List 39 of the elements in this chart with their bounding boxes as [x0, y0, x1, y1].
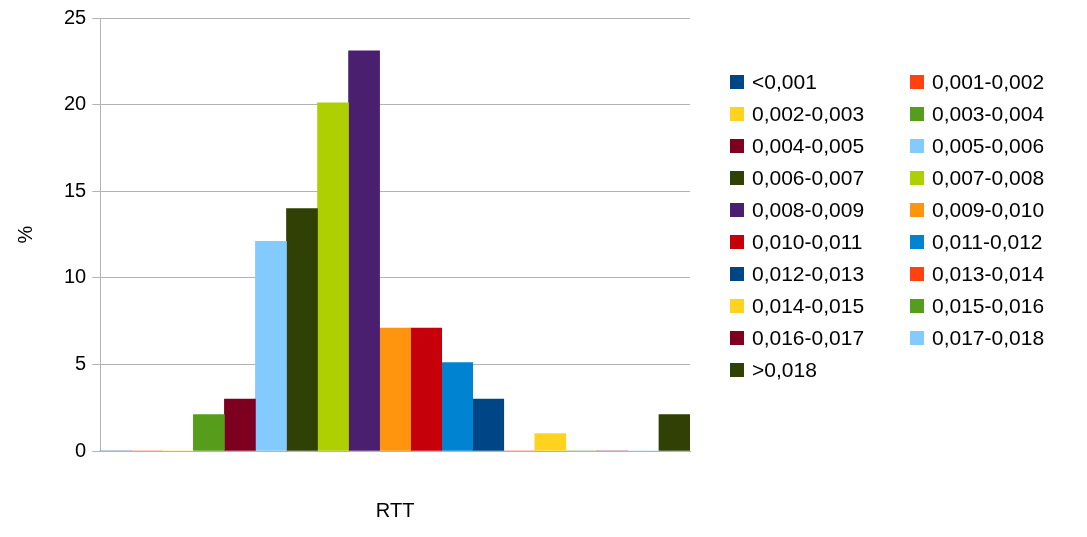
legend-label: 0,002-0,003: [752, 102, 865, 126]
legend-label: 0,012-0,013: [752, 262, 865, 286]
bar: [317, 102, 349, 451]
legend-label: 0,010-0,011: [752, 230, 863, 254]
y-tick-label: 0: [75, 438, 87, 461]
y-tick-label: 10: [64, 265, 87, 288]
y-tick-label: 15: [64, 178, 87, 201]
bar: [410, 327, 443, 451]
y-tick-label: 25: [64, 5, 87, 28]
legend-label: 0,016-0,017: [752, 326, 865, 350]
bar: [348, 50, 380, 451]
legend-label: 0,015-0,016: [932, 294, 1045, 318]
legend-label: 0,014-0,015: [752, 294, 865, 318]
legend-label: 0,008-0,009: [752, 198, 865, 222]
legend-label: 0,003-0,004: [932, 102, 1045, 126]
y-axis-title: %: [13, 225, 36, 244]
y-tick-label: 20: [64, 92, 87, 115]
legend-label: 0,006-0,007: [752, 166, 865, 190]
legend-label: 0,013-0,014: [932, 262, 1045, 286]
bar: [255, 241, 287, 451]
bar: [534, 433, 567, 451]
legend-label: >0,018: [752, 358, 817, 382]
bar: [379, 327, 411, 451]
legend-label: 0,004-0,005: [752, 134, 865, 158]
legend-label: 0,005-0,006: [932, 134, 1045, 158]
legend-label: 0,011-0,012: [932, 230, 1043, 254]
bar: [193, 414, 225, 451]
legend-label: 0,001-0,002: [932, 70, 1045, 94]
legend-label: 0,017-0,018: [932, 326, 1045, 350]
bar: [286, 208, 318, 451]
legend-label: <0,001: [752, 70, 817, 94]
y-tick-label: 5: [75, 351, 87, 374]
bar: [472, 398, 505, 451]
x-axis-title: RTT: [375, 498, 415, 521]
bar: [441, 362, 474, 451]
bar: [658, 414, 690, 451]
legend-label: 0,007-0,008: [932, 166, 1045, 190]
bar: [224, 398, 256, 451]
legend-label: 0,009-0,010: [932, 198, 1045, 222]
